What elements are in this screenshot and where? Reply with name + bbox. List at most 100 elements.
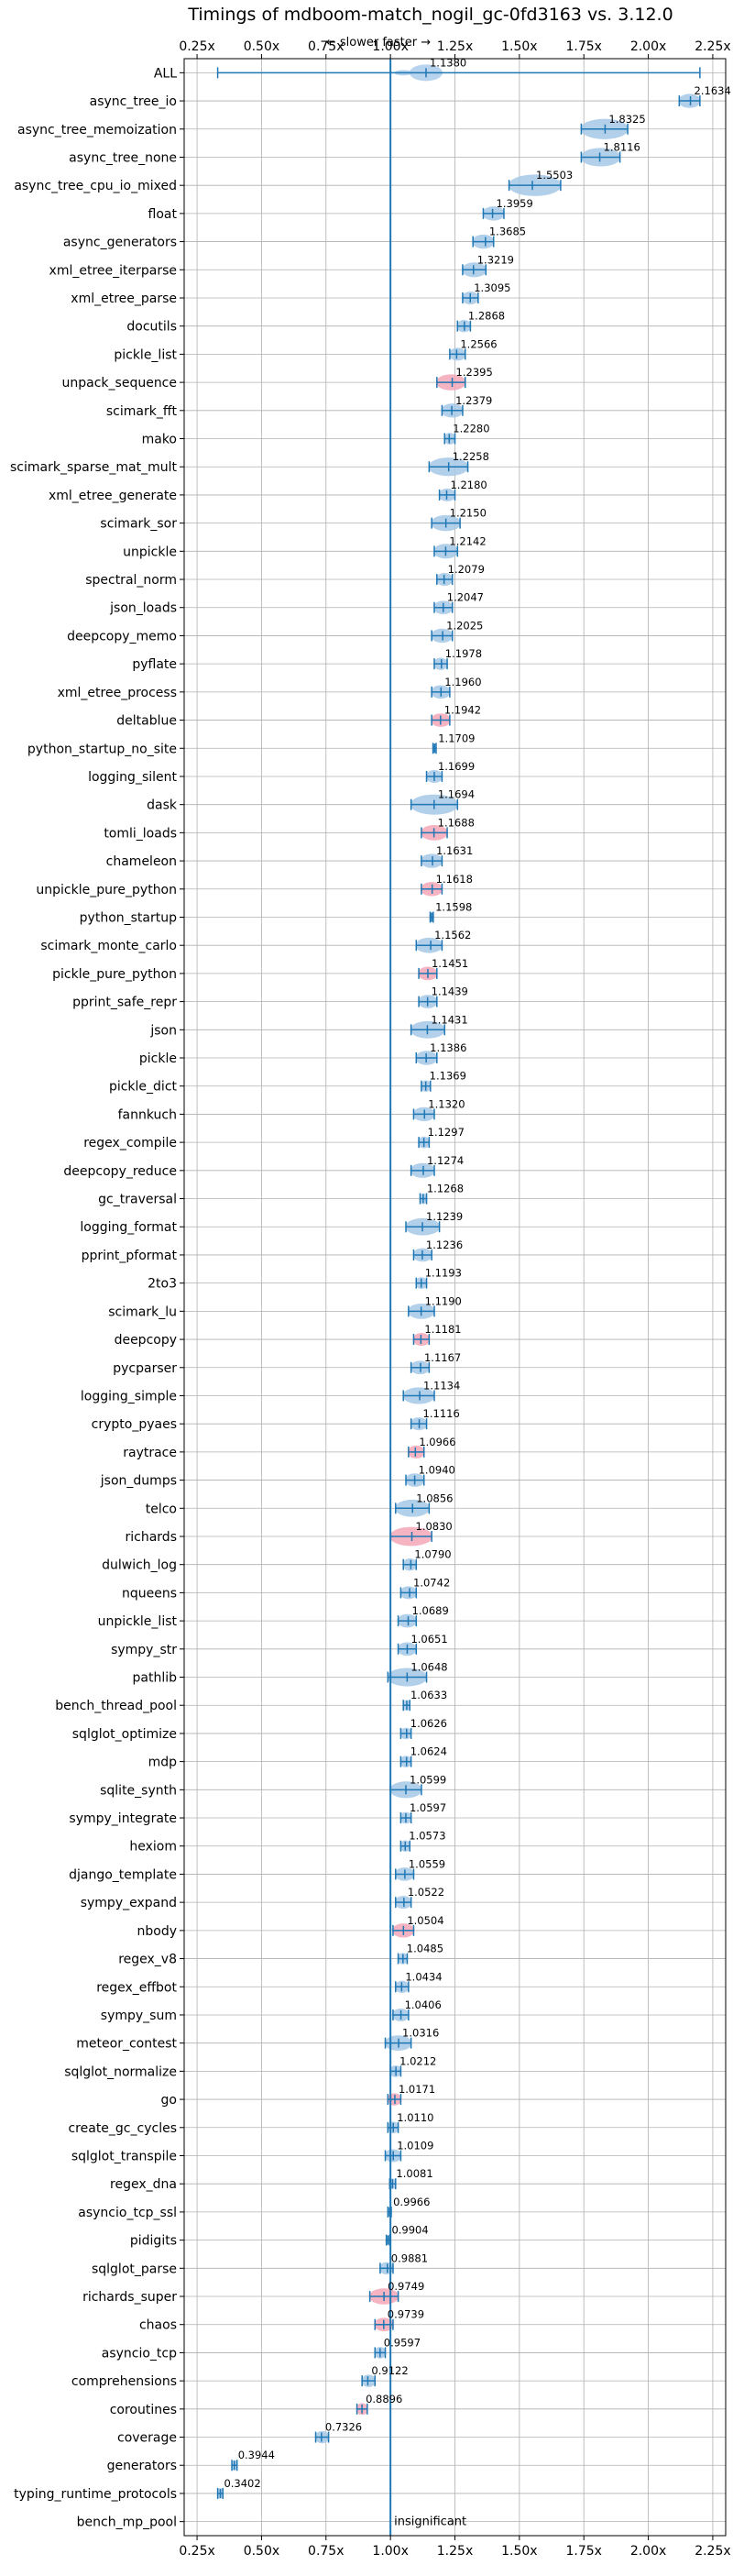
value-label: 0.9881 [391, 2251, 428, 2264]
value-label: 0.9739 [388, 2308, 424, 2321]
benchmark-label: sqlglot_normalize [64, 2064, 177, 2079]
value-label: 1.1598 [435, 900, 472, 913]
value-label: 1.1431 [431, 1013, 467, 1026]
benchmark-labels: ALL async_tree_io async_tree_memoizationas… [10, 66, 184, 2530]
benchmark-label: bench_mp_pool [77, 2515, 177, 2530]
value-label: 1.0966 [419, 1436, 455, 1448]
value-label: 1.1167 [424, 1351, 461, 1364]
benchmark-label: pickle_pure_python [52, 967, 177, 982]
benchmark-label: scimark_fft [106, 404, 178, 419]
value-label: 1.0573 [409, 1830, 445, 1843]
benchmark-label: logging_format [80, 1220, 177, 1235]
value-label: 1.0316 [402, 2027, 439, 2040]
benchmark-label: sympy_sum [101, 2009, 177, 2023]
value-label: 1.2868 [468, 310, 505, 323]
value-label: 1.0633 [410, 1689, 447, 1701]
x-tick-label-top: 1.50x [501, 39, 537, 54]
value-label: 0.9597 [384, 2336, 421, 2349]
benchmark-label: scimark_sor [100, 517, 177, 532]
benchmark-label: scimark_monte_carlo [40, 939, 177, 953]
x-tick-label-top: 1.25x [437, 39, 473, 54]
x-tick-label-bottom: 0.25x [179, 2544, 214, 2559]
value-label: 1.1380 [430, 56, 466, 69]
benchmark-label: richards_super [82, 2290, 177, 2305]
value-label: 1.1268 [427, 1183, 464, 1195]
benchmark-label: xml_etree_process [58, 686, 177, 700]
value-label: 1.0742 [413, 1576, 450, 1589]
value-label: 1.1694 [438, 788, 475, 801]
benchmark-label: asyncio_tcp_ssl [78, 2206, 177, 2220]
value-label: 1.0648 [410, 1661, 447, 1674]
benchmark-label: sympy_str [111, 1643, 177, 1657]
benchmark-label: docutils [126, 320, 177, 335]
value-label: 1.0171 [399, 2083, 435, 2096]
benchmark-label: deepcopy_reduce [63, 1164, 177, 1179]
benchmark-label: float [148, 207, 178, 222]
benchmark-label: crypto_pyaes [92, 1417, 177, 1432]
value-label: 1.0599 [410, 1773, 446, 1786]
x-ticks-bottom: 0.25x 0.50x 0.75x 1.00x 1.25x 1.50x 1.75x 2.00x… [179, 2536, 731, 2559]
chart-title: Timings of mdboom-match_nogil_gc-0fd3163… [187, 5, 673, 25]
value-label: 1.2180 [450, 479, 487, 491]
benchmark-label: nbody [137, 1924, 178, 1939]
benchmark-label: sqlglot_parse [92, 2262, 177, 2276]
benchmark-label: spectral_norm [85, 573, 177, 588]
value-label: 1.0110 [397, 2111, 433, 2124]
benchmark-label: pickle [139, 1051, 177, 1066]
value-label: 1.2258 [453, 450, 489, 463]
value-label: 1.8325 [608, 113, 645, 126]
benchmark-label: regex_effbot [96, 1980, 177, 1995]
benchmark-label: deepcopy_memo [67, 629, 177, 644]
benchmark-label: deepcopy [115, 1333, 177, 1348]
benchmark-label: richards [126, 1530, 178, 1545]
benchmark-label: mako [142, 433, 177, 447]
value-label: 1.0081 [396, 2167, 432, 2180]
value-label: 0.3402 [224, 2477, 260, 2490]
value-label: 1.0212 [399, 2054, 436, 2067]
value-label: 1.0856 [416, 1492, 453, 1504]
value-label: 0.9904 [391, 2224, 428, 2237]
value-label: 1.1116 [423, 1407, 460, 1420]
value-label: 1.3219 [477, 253, 514, 266]
value-label: 1.1134 [423, 1379, 460, 1392]
benchmark-label: pprint_pformat [82, 1249, 178, 1263]
value-label: 1.1451 [432, 957, 468, 970]
x-tick-label-bottom: 1.50x [501, 2544, 537, 2559]
value-label: 2.1634 [695, 84, 731, 97]
value-label: 1.1386 [430, 1041, 466, 1054]
benchmark-label: pprint_safe_repr [72, 996, 177, 1010]
value-label: 1.0651 [410, 1633, 447, 1646]
value-labels: 1.1380 2.1634 1.8325 1.8116 1.5503 1.3959 1.36… [224, 56, 730, 2490]
value-label: 1.0626 [410, 1717, 447, 1730]
benchmark-label: async_tree_io [90, 94, 177, 109]
value-label: 1.1190 [425, 1294, 462, 1307]
value-label: 1.2142 [449, 534, 486, 547]
value-label: 1.1699 [438, 760, 475, 773]
value-label: 1.0559 [409, 1857, 445, 1870]
value-label: 0.9122 [371, 2364, 408, 2377]
value-label: 0.8896 [366, 2393, 402, 2405]
x-tick-label-bottom: 0.50x [244, 2544, 279, 2559]
value-label: 1.1960 [444, 676, 481, 688]
benchmark-label: unpickle_list [98, 1614, 178, 1629]
value-label: 1.1181 [424, 1323, 461, 1336]
value-label: 1.0597 [410, 1801, 446, 1814]
benchmark-label: django_template [69, 1867, 177, 1882]
value-label: 1.1274 [427, 1154, 464, 1167]
benchmark-label: gc_traversal [98, 1193, 177, 1207]
value-label: 1.1618 [436, 873, 473, 886]
benchmark-label: unpickle [123, 545, 177, 559]
benchmark-label: python_startup_no_site [27, 742, 177, 756]
value-label: 1.1709 [438, 732, 475, 744]
value-label: 1.1236 [426, 1238, 463, 1251]
value-label: 1.0830 [416, 1520, 453, 1533]
value-label: 1.2280 [453, 423, 489, 435]
x-tick-label-top: 0.25x [179, 39, 214, 54]
benchmark-label: xml_etree_parse [71, 292, 177, 306]
value-label: 1.3685 [489, 226, 526, 238]
value-label: 1.0406 [405, 1998, 442, 2011]
benchmark-label: deltablue [116, 714, 177, 729]
benchmark-label: regex_dna [110, 2177, 177, 2192]
value-label: 1.0485 [407, 1943, 443, 1955]
violins [216, 64, 701, 2499]
